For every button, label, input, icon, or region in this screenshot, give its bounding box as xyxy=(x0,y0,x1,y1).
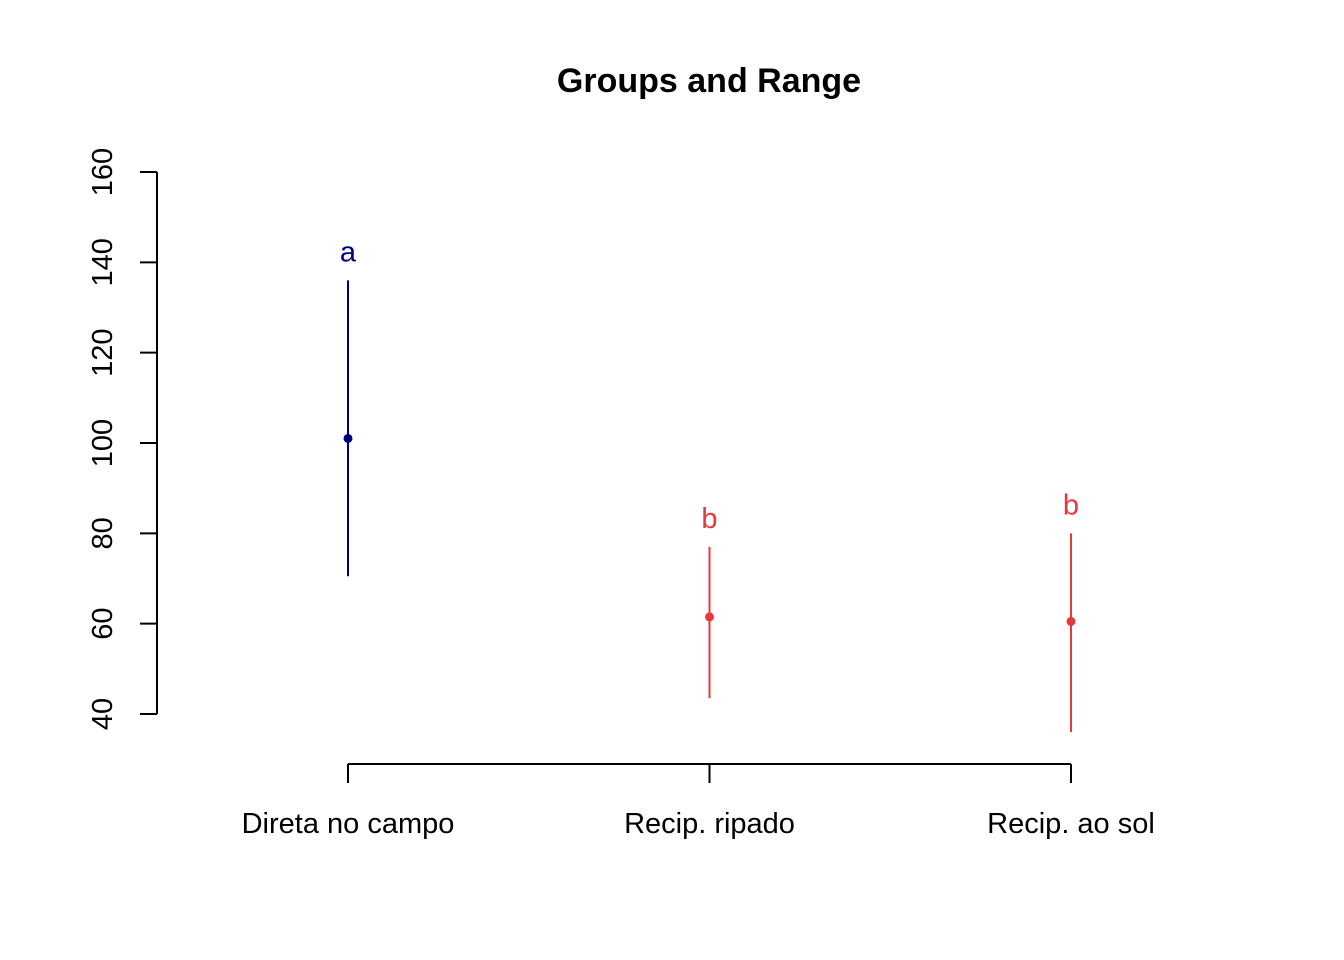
y-tick-label: 140 xyxy=(87,238,119,286)
x-tick-label: Recip. ao sol xyxy=(987,808,1155,840)
y-tick-label: 60 xyxy=(87,608,119,640)
x-ticks: Direta no campo Recip. ripado Recip. ao so… xyxy=(242,764,1155,840)
mean-point xyxy=(343,433,353,443)
y-tick-label: 80 xyxy=(87,517,119,549)
y-ticks: 40 60 80 100 120 140 160 xyxy=(87,148,157,730)
mean-point xyxy=(1066,616,1076,626)
y-tick-label: 100 xyxy=(87,419,119,467)
group-letter: b xyxy=(1063,489,1079,521)
y-axis: 40 60 80 100 120 140 160 xyxy=(87,148,158,730)
mean-point xyxy=(705,612,714,622)
y-tick-label: 40 xyxy=(87,698,119,730)
plot-marks: a b b xyxy=(340,236,1079,733)
group-letter: a xyxy=(340,236,357,268)
chart-title: Groups and Range xyxy=(557,62,861,100)
x-tick-label: Recip. ripado xyxy=(624,808,795,840)
y-tick-label: 120 xyxy=(87,328,119,376)
x-tick-label: Direta no campo xyxy=(242,808,455,840)
x-axis: Direta no campo Recip. ripado Recip. ao so… xyxy=(242,763,1155,840)
group-letter: b xyxy=(701,503,717,535)
y-tick-label: 160 xyxy=(87,148,119,196)
